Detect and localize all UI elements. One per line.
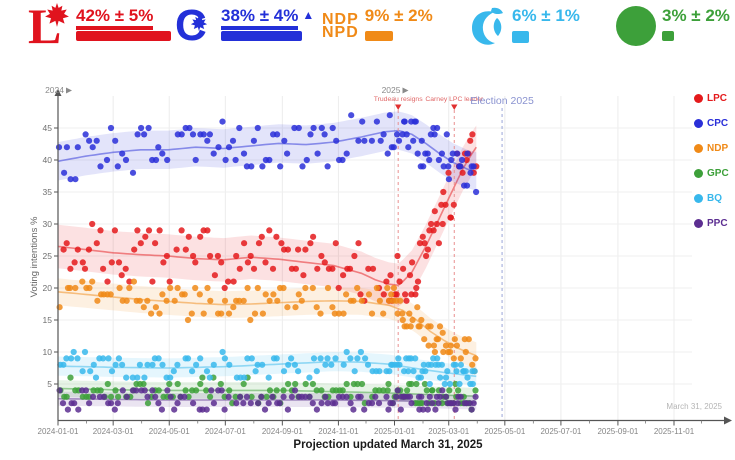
- legend-label: GPC: [707, 168, 729, 179]
- maple-leaf-icon: [190, 15, 208, 32]
- ndp-share-bar: [364, 31, 393, 41]
- x-tick-label: 2025-11-01: [654, 427, 695, 436]
- header-party-lpc: L 42% ± 5%: [28, 1, 171, 51]
- axes: 2024-01-01 2024-03-01 2024-05-01 2024-07-01…: [38, 89, 732, 436]
- legend-label: BQ: [707, 193, 722, 204]
- header-party-bq: 6% ± 1%: [464, 6, 580, 50]
- lpc-share-bar: [76, 31, 171, 41]
- y-tick-label: 10: [43, 347, 53, 357]
- updated-date-note: March 31, 2025: [666, 402, 722, 411]
- year-marker-label: 2025: [382, 85, 401, 95]
- scatter-ppc: [56, 387, 479, 413]
- band-cpc: [58, 111, 477, 191]
- y-tick-label: 25: [43, 251, 53, 261]
- event-marker-triangle-icon: [394, 104, 402, 110]
- x-tick-label: 2024-01-01: [38, 427, 79, 436]
- x-tick-label: 2024-09-01: [262, 427, 303, 436]
- legend-item-lpc[interactable]: LPC: [694, 86, 729, 111]
- cpc-up-arrow-icon: ▲: [302, 8, 315, 22]
- legend-item-bq[interactable]: BQ: [694, 186, 729, 211]
- x-tick-label: 2024-05-01: [149, 427, 190, 436]
- x-tick-label: 2025-01-01: [374, 427, 415, 436]
- chart-legend: LPC CPC NDP GPC BQ PPC: [694, 86, 729, 236]
- bq-legend-dot-icon: [694, 194, 703, 203]
- legend-label: LPC: [707, 93, 727, 104]
- event-label-election-2025: Election 2025: [470, 95, 534, 107]
- gpc-value: 3% ± 2%: [662, 6, 730, 25]
- ppc-legend-dot-icon: [694, 219, 703, 228]
- band-bq: [58, 352, 477, 386]
- legend-item-cpc[interactable]: CPC: [694, 111, 729, 136]
- y-tick-label: 40: [43, 155, 53, 165]
- legend-label: CPC: [707, 118, 729, 129]
- event-label-carney-lpc-leader: Carney LPC leader: [425, 96, 484, 103]
- legend-label: PPC: [707, 218, 728, 229]
- cpc-legend-dot-icon: [694, 119, 703, 128]
- header-party-gpc: 3% ± 2%: [616, 6, 730, 46]
- y-tick-label: 30: [43, 219, 53, 229]
- lpc-value: 42% ± 5%: [76, 6, 154, 30]
- liberal-logo-icon: L: [28, 1, 70, 51]
- bloc-quebecois-logo-icon: [464, 6, 506, 50]
- y-tick-label: 45: [43, 123, 53, 133]
- y-tick-label: 15: [43, 315, 53, 325]
- header-party-ndp: NDP NPD 9% ± 2%: [322, 6, 433, 41]
- trend-line-bq: [57, 360, 477, 378]
- legend-item-gpc[interactable]: GPC: [694, 161, 729, 186]
- cpc-share-bar: [221, 31, 302, 41]
- year-marker-arrow-icon: [66, 87, 72, 94]
- maple-leaf-icon: [45, 3, 69, 27]
- scatter-cpc: [55, 112, 480, 196]
- bq-value: 6% ± 1%: [512, 6, 580, 25]
- event-label-trudeau-resigns: Trudeau resigns: [374, 96, 423, 103]
- x-tick-label: 2025-07-01: [540, 427, 581, 436]
- y-tick-label: 20: [43, 283, 53, 293]
- ndp-value: 9% ± 2%: [364, 6, 433, 25]
- legend-label: NDP: [707, 143, 729, 154]
- scatter-bq: [57, 348, 478, 388]
- x-tick-label: 2025-05-01: [484, 427, 525, 436]
- y-axis-title: Voting intentions %: [29, 216, 40, 297]
- event-marker-triangle-icon: [451, 104, 458, 110]
- x-tick-label: 2025-09-01: [597, 427, 638, 436]
- projection-caption: Projection updated March 31, 2025: [293, 439, 483, 451]
- gpc-share-bar: [662, 31, 674, 41]
- x-tick-label: 2025-03-01: [428, 427, 469, 436]
- legend-item-ndp[interactable]: NDP: [694, 136, 729, 161]
- header-party-cpc: C 38% ± 4% ▲: [175, 4, 315, 50]
- y-tick-label: 35: [43, 187, 53, 197]
- green-party-logo-icon: [616, 6, 656, 46]
- ndp-logo-icon: NDP NPD: [322, 11, 359, 41]
- ndp-legend-dot-icon: [694, 144, 703, 153]
- x-tick-label: 2024-03-01: [93, 427, 134, 436]
- conservative-logo-icon: C: [175, 4, 215, 50]
- x-tick-label: 2024-07-01: [205, 427, 246, 436]
- lpc-legend-dot-icon: [694, 94, 703, 103]
- y-tick-label: 5: [47, 379, 52, 389]
- trend-line-lpc: [57, 146, 477, 287]
- year-marker-arrow-icon: [402, 87, 409, 94]
- bq-share-bar: [512, 31, 529, 43]
- year-marker-label: 2024: [45, 85, 64, 95]
- legend-item-ppc[interactable]: PPC: [694, 211, 729, 236]
- x-tick-label: 2024-11-01: [318, 427, 359, 436]
- gpc-legend-dot-icon: [694, 169, 703, 178]
- cpc-value: 38% ± 4%: [221, 6, 299, 30]
